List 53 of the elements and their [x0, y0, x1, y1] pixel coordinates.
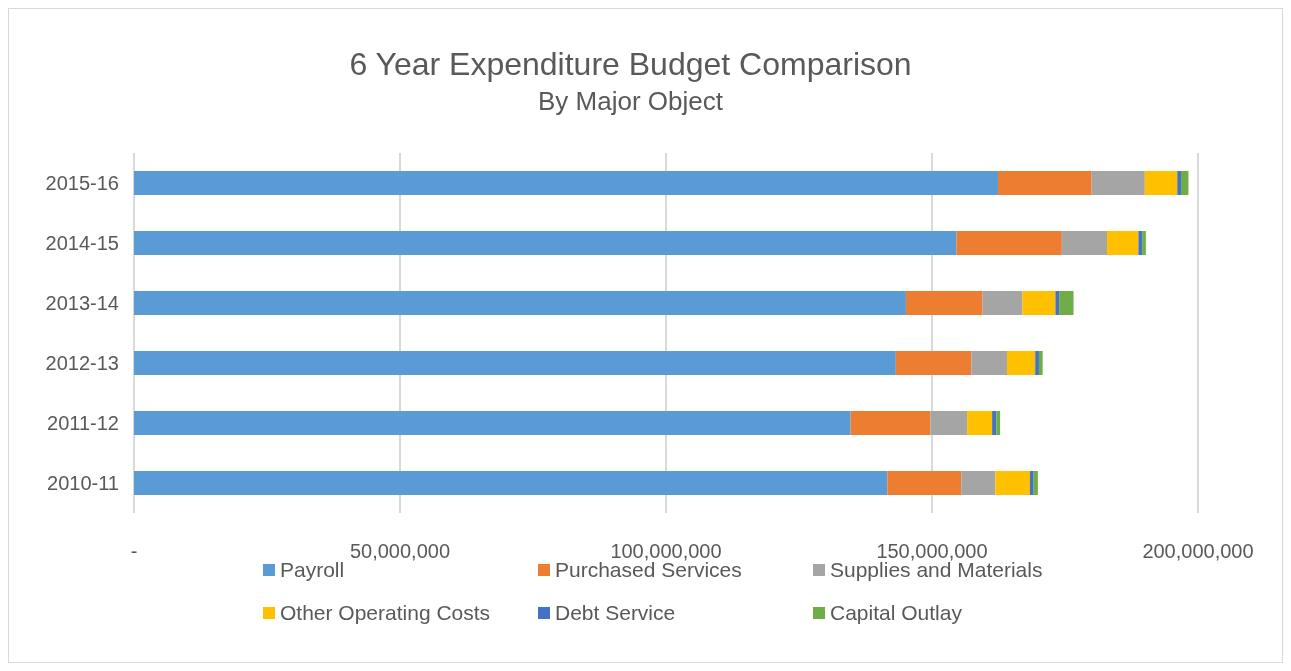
bar — [134, 411, 851, 435]
bar — [1107, 231, 1139, 255]
y-tick-label: 2014-15 — [45, 232, 119, 254]
legend-label: Debt Service — [555, 601, 676, 625]
bar — [956, 231, 1062, 255]
x-tick-label: 100,000,000 — [610, 540, 722, 562]
bar — [1180, 171, 1189, 195]
bar — [982, 291, 1023, 315]
bar — [1059, 291, 1074, 315]
bar — [1007, 351, 1036, 375]
bar — [961, 471, 996, 495]
bar — [1022, 291, 1056, 315]
bar — [1055, 291, 1060, 315]
bar — [1177, 171, 1181, 195]
bar — [997, 171, 1092, 195]
bar — [1091, 171, 1145, 195]
y-tick-label: 2010-11 — [47, 472, 119, 494]
y-tick-label: 2011-12 — [47, 412, 119, 434]
bar — [1033, 471, 1038, 495]
y-tick-label: 2015-16 — [45, 172, 119, 194]
legend-label: Capital Outlay — [830, 601, 963, 625]
legend-label: Other Operating Costs — [280, 601, 491, 625]
y-tick-label: 2012-13 — [45, 352, 119, 374]
chart-subtitle: By Major Object — [538, 86, 724, 116]
bar — [971, 351, 1008, 375]
bar — [992, 411, 997, 435]
bar — [905, 291, 983, 315]
bar — [1029, 471, 1034, 495]
bar — [134, 171, 998, 195]
bar — [134, 471, 888, 495]
bar — [887, 471, 962, 495]
legend-label: Payroll — [280, 558, 345, 582]
chart-title: 6 Year Expenditure Budget Comparison — [349, 46, 912, 82]
bar — [134, 291, 906, 315]
bar — [134, 231, 957, 255]
bar — [930, 411, 968, 435]
bar — [1035, 351, 1039, 375]
bar — [134, 351, 896, 375]
bar — [1138, 231, 1143, 255]
bar — [1142, 231, 1146, 255]
x-tick-label: 50,000,000 — [349, 540, 451, 562]
bar — [967, 411, 993, 435]
bar — [996, 411, 1001, 435]
bar — [1038, 351, 1043, 375]
y-tick-label: 2013-14 — [45, 292, 119, 314]
bar — [1061, 231, 1108, 255]
x-tick-label: 200,000,000 — [1142, 540, 1254, 562]
x-tick-label: - — [130, 540, 138, 562]
bar — [995, 471, 1030, 495]
x-tick-label: 150,000,000 — [876, 540, 988, 562]
bar — [850, 411, 931, 435]
bar — [1144, 171, 1178, 195]
bar — [895, 351, 972, 375]
